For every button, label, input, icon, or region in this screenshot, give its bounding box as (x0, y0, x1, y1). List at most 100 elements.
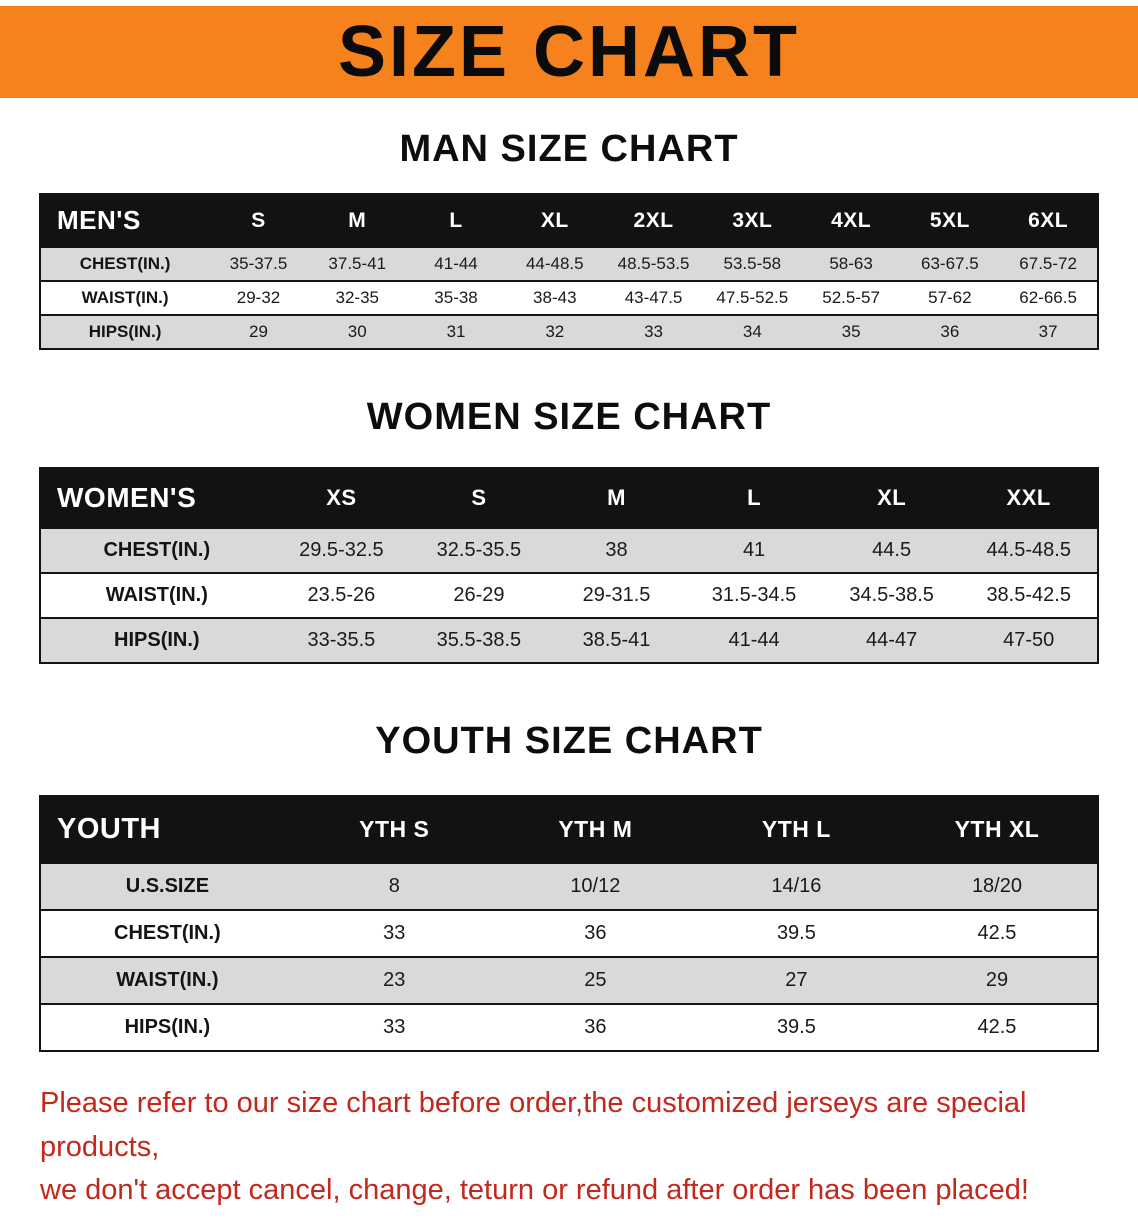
size-column-header: YTH M (494, 796, 696, 863)
size-value-cell: 39.5 (776, 922, 816, 944)
size-value-cell: 33 (383, 1016, 406, 1038)
size-value-cell: 34 (742, 322, 762, 341)
women-section-heading: WOMEN SIZE CHART (366, 396, 772, 438)
header-row: YOUTH YTH S YTH M YTH L YTH XL (40, 796, 1098, 863)
size-value-cell: 63-67.5 (921, 254, 979, 273)
size-value-cell: 44.5-48.5 (986, 539, 1071, 561)
size-value-cell: 29-31.5 (582, 584, 651, 606)
size-value-cell: 35 (841, 322, 861, 341)
size-value-cell: 36 (584, 1016, 607, 1038)
women-size-section: WOMEN SIZE CHART WOMEN'S XS S M L XL XXL CHEST(… (0, 396, 1138, 664)
banner-title: SIZE CHART (338, 12, 800, 92)
row-label: HIPS(IN.) (114, 629, 200, 651)
size-value-cell: 44-47 (866, 629, 918, 651)
measurement-row: HIPS(IN.) 33 36 39.5 42.5 (40, 1004, 1098, 1051)
row-label: CHEST(IN.) (79, 254, 171, 273)
size-value-cell: 29 (985, 969, 1009, 991)
size-value-cell: 23 (383, 969, 406, 991)
table-corner-label: WOMEN'S (40, 468, 273, 528)
size-value-cell: 36 (584, 922, 607, 944)
size-value-cell: 41-44 (728, 629, 780, 651)
measurement-row: WAIST(IN.) 23.5-26 26-29 29-31.5 31.5-34.5 34… (40, 573, 1098, 618)
size-value-cell: 52.5-57 (822, 288, 880, 307)
size-value-cell: 62-66.5 (1019, 288, 1077, 307)
size-column-header: YTH XL (896, 796, 1098, 863)
size-value-cell: 53.5-58 (723, 254, 782, 273)
size-value-cell: 29.5-32.5 (299, 539, 384, 561)
size-value-cell: 57-62 (928, 288, 972, 307)
size-value-cell: 29-32 (236, 288, 281, 307)
size-value-cell: 33-35.5 (307, 629, 376, 651)
size-value-cell: 32.5-35.5 (436, 539, 522, 561)
measurement-row: HIPS(IN.) 33-35.5 35.5-38.5 38.5-41 41-44 44-… (40, 618, 1098, 663)
size-value-cell: 33 (383, 922, 406, 944)
size-value-cell: 29 (249, 322, 268, 341)
measurement-row: U.S.SIZE 8 10/12 14/16 18/20 (40, 863, 1098, 910)
size-value-cell: 47-50 (1003, 629, 1055, 651)
youth-section-heading: YOUTH SIZE CHART (375, 720, 763, 762)
notice-line-1: Please refer to our size chart before or… (40, 1087, 1027, 1163)
size-value-cell: 34.5-38.5 (849, 584, 934, 606)
size-value-cell: 42.5 (977, 922, 1017, 944)
size-chart-banner: SIZE CHART (0, 6, 1138, 98)
size-value-cell: 35-37.5 (229, 254, 288, 273)
table-corner-label: YOUTH (40, 796, 294, 863)
size-value-cell: 23.5-26 (307, 584, 376, 606)
size-column-header: YTH S (293, 796, 495, 863)
size-value-cell: 58-63 (829, 254, 873, 273)
size-value-cell: 35-38 (434, 288, 478, 307)
size-value-cell: 37 (1038, 322, 1058, 341)
size-value-cell: 44.5 (872, 539, 912, 561)
size-value-cell: 41 (742, 539, 766, 561)
size-value-cell: 31.5-34.5 (711, 584, 797, 606)
measurement-row: CHEST(IN.) 33 36 39.5 42.5 (40, 910, 1098, 957)
measurement-row: HIPS(IN.) 29 30 31 32 33 34 35 36 37 (40, 315, 1098, 349)
row-label: WAIST(IN.) (105, 584, 208, 606)
size-column-header: XXL (960, 468, 1098, 528)
row-label: CHEST(IN.) (114, 922, 221, 944)
size-value-cell: 14/16 (771, 875, 822, 897)
size-column-header: L (406, 194, 506, 247)
size-column-header: 6XL (999, 194, 1098, 247)
footer-notice: Please refer to our size chart before or… (40, 1082, 1118, 1213)
youth-size-table: YOUTH YTH S YTH M YTH L YTH XL U.S.SIZE 8 10/12… (39, 795, 1099, 1052)
measurement-row: CHEST(IN.) 29.5-32.5 32.5-35.5 38 41 44.5 44.5… (40, 528, 1098, 573)
size-value-cell: 25 (584, 969, 607, 991)
size-value-cell: 38.5-42.5 (986, 584, 1071, 606)
size-value-cell: 48.5-53.5 (617, 254, 690, 273)
row-label: U.S.SIZE (125, 875, 210, 897)
size-column-header: M (307, 194, 407, 247)
size-value-cell: 38.5-41 (582, 629, 651, 651)
size-column-header: XL (822, 468, 961, 528)
size-value-cell: 27 (785, 969, 808, 991)
size-value-cell: 10/12 (570, 875, 621, 897)
table-corner-label: MEN'S (40, 194, 210, 247)
size-column-header: S (410, 468, 548, 528)
size-column-header: L (685, 468, 823, 528)
size-value-cell: 30 (347, 322, 367, 341)
size-value-cell: 18/20 (971, 875, 1022, 897)
measurement-row: WAIST(IN.) 29-32 32-35 35-38 38-43 43-47.5 47.… (40, 281, 1098, 315)
size-value-cell: 47.5-52.5 (716, 288, 789, 307)
size-column-header: S (209, 194, 308, 247)
size-value-cell: 38 (605, 539, 628, 561)
size-value-cell: 32 (545, 322, 565, 341)
row-label: WAIST(IN.) (81, 288, 169, 307)
youth-size-section: YOUTH SIZE CHART YOUTH YTH S YTH M YTH L YTH… (0, 720, 1138, 1052)
men-size-table: MEN'S S M L XL 2XL 3XL 4XL 5XL 6XL CHEST(IN.) 35-37… (39, 193, 1099, 350)
size-value-cell: 43-47.5 (624, 288, 683, 307)
size-column-header: M (547, 468, 686, 528)
men-section-heading: MAN SIZE CHART (399, 128, 739, 170)
size-value-cell: 26-29 (453, 584, 505, 606)
size-value-cell: 38-43 (533, 288, 577, 307)
size-column-header: 3XL (702, 194, 802, 247)
row-label: HIPS(IN.) (124, 1016, 211, 1038)
size-value-cell: 31 (446, 322, 466, 341)
size-value-cell: 67.5-72 (1019, 254, 1077, 273)
size-column-header: YTH L (695, 796, 897, 863)
measurement-row: CHEST(IN.) 35-37.5 37.5-41 41-44 44-48.5 48.5… (40, 247, 1098, 281)
size-value-cell: 36 (940, 322, 960, 341)
size-value-cell: 33 (644, 322, 664, 341)
size-column-header: 2XL (604, 194, 703, 247)
notice-line-2: we don't accept cancel, change, teturn o… (40, 1174, 1029, 1206)
